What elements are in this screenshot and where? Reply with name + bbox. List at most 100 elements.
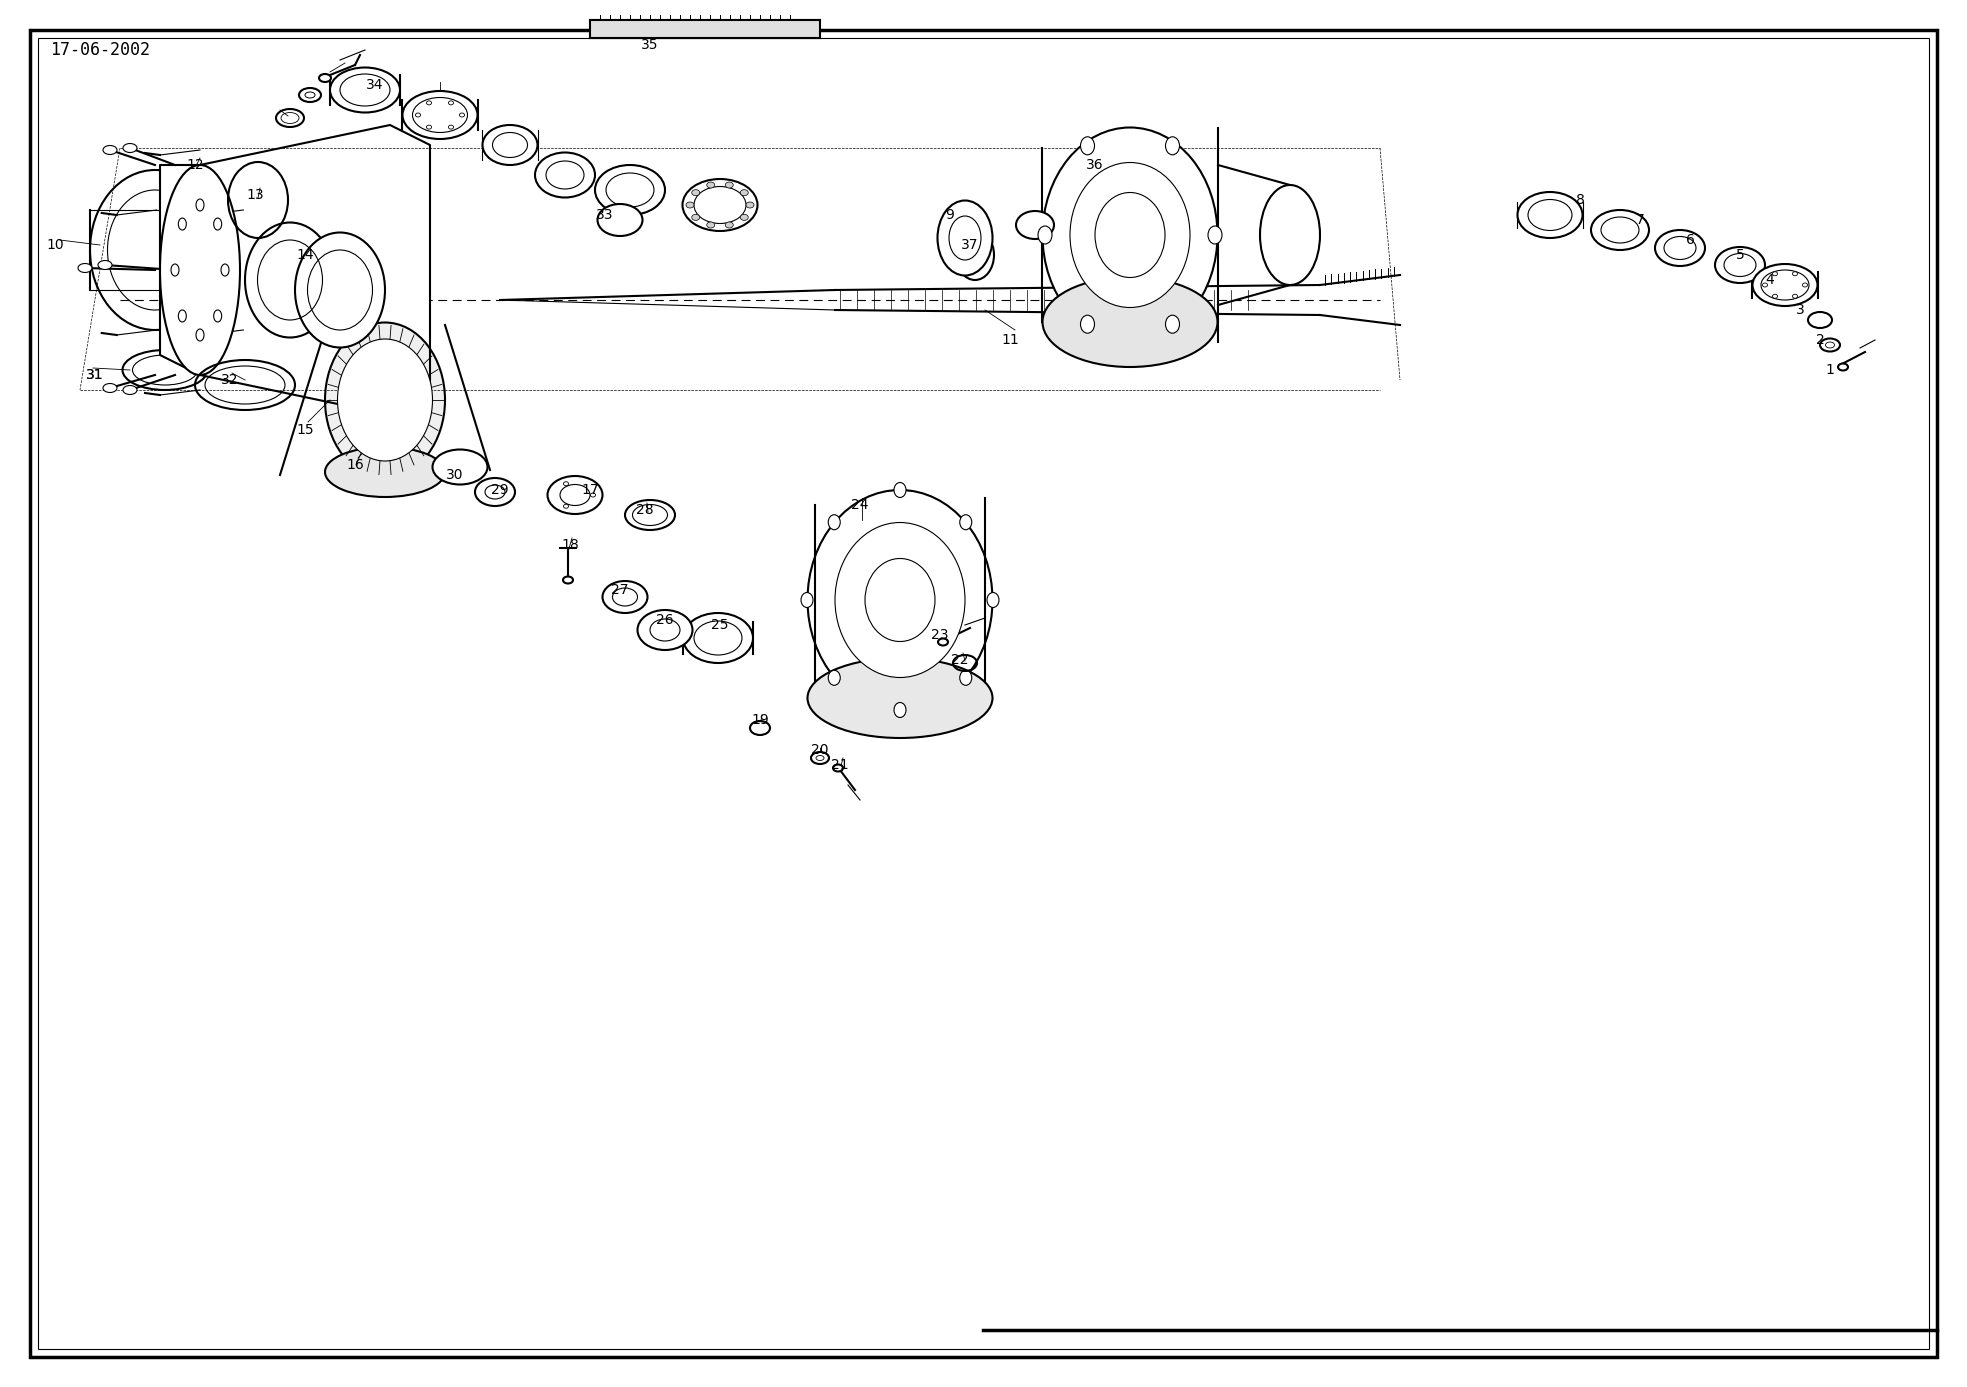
Polygon shape bbox=[159, 125, 431, 415]
Ellipse shape bbox=[79, 264, 92, 272]
Ellipse shape bbox=[1753, 264, 1818, 307]
Ellipse shape bbox=[749, 721, 769, 735]
Text: 31: 31 bbox=[87, 368, 104, 381]
Ellipse shape bbox=[692, 190, 700, 196]
Ellipse shape bbox=[1772, 294, 1778, 298]
Ellipse shape bbox=[159, 165, 240, 374]
Ellipse shape bbox=[124, 386, 138, 394]
Ellipse shape bbox=[1166, 315, 1180, 333]
Text: 14: 14 bbox=[297, 248, 315, 262]
Text: 32: 32 bbox=[220, 373, 238, 387]
Text: 11: 11 bbox=[1001, 333, 1019, 347]
Ellipse shape bbox=[98, 261, 112, 269]
Text: 20: 20 bbox=[810, 743, 828, 757]
Text: 23: 23 bbox=[930, 628, 948, 642]
Ellipse shape bbox=[330, 68, 399, 112]
Ellipse shape bbox=[299, 87, 321, 103]
Ellipse shape bbox=[893, 702, 907, 717]
Ellipse shape bbox=[726, 222, 734, 227]
Ellipse shape bbox=[1043, 128, 1218, 343]
Text: 34: 34 bbox=[366, 78, 384, 92]
Ellipse shape bbox=[956, 230, 993, 280]
Ellipse shape bbox=[448, 101, 454, 105]
Ellipse shape bbox=[1208, 226, 1222, 244]
Ellipse shape bbox=[563, 481, 568, 485]
Text: 24: 24 bbox=[852, 498, 869, 512]
Text: 9: 9 bbox=[946, 208, 954, 222]
Text: 25: 25 bbox=[712, 619, 728, 632]
Text: 35: 35 bbox=[641, 37, 659, 51]
Ellipse shape bbox=[1517, 191, 1583, 239]
Ellipse shape bbox=[124, 143, 138, 153]
Ellipse shape bbox=[590, 492, 596, 497]
Ellipse shape bbox=[828, 515, 840, 530]
Ellipse shape bbox=[561, 484, 590, 505]
Ellipse shape bbox=[836, 523, 966, 677]
Text: 37: 37 bbox=[962, 239, 980, 252]
Ellipse shape bbox=[197, 329, 205, 341]
Text: 18: 18 bbox=[561, 538, 578, 552]
Text: 26: 26 bbox=[657, 613, 675, 627]
Ellipse shape bbox=[1080, 315, 1094, 333]
Ellipse shape bbox=[1017, 211, 1054, 239]
Ellipse shape bbox=[433, 449, 488, 484]
Text: 1: 1 bbox=[1825, 363, 1835, 377]
Ellipse shape bbox=[214, 218, 222, 230]
Ellipse shape bbox=[1591, 209, 1648, 250]
Ellipse shape bbox=[427, 125, 431, 129]
Text: 19: 19 bbox=[751, 713, 769, 727]
Ellipse shape bbox=[1080, 137, 1094, 155]
Ellipse shape bbox=[1792, 272, 1798, 276]
Ellipse shape bbox=[474, 479, 515, 506]
Ellipse shape bbox=[547, 476, 602, 515]
Ellipse shape bbox=[683, 179, 757, 232]
Ellipse shape bbox=[808, 657, 993, 738]
Ellipse shape bbox=[1070, 162, 1190, 308]
Ellipse shape bbox=[816, 756, 824, 760]
Text: 16: 16 bbox=[346, 458, 364, 472]
Text: 13: 13 bbox=[246, 189, 264, 203]
Ellipse shape bbox=[594, 165, 665, 215]
Text: 17: 17 bbox=[580, 483, 598, 497]
Ellipse shape bbox=[403, 92, 478, 139]
Ellipse shape bbox=[482, 125, 537, 165]
Ellipse shape bbox=[460, 112, 464, 117]
Ellipse shape bbox=[706, 222, 714, 227]
Ellipse shape bbox=[987, 592, 999, 608]
Text: 10: 10 bbox=[45, 239, 63, 252]
Ellipse shape bbox=[1039, 226, 1052, 244]
Ellipse shape bbox=[602, 581, 647, 613]
Ellipse shape bbox=[1819, 338, 1839, 351]
Text: 2: 2 bbox=[1816, 333, 1823, 347]
Text: 17-06-2002: 17-06-2002 bbox=[49, 42, 149, 60]
Bar bbox=[590, 19, 820, 37]
Ellipse shape bbox=[1825, 343, 1835, 348]
Ellipse shape bbox=[246, 222, 334, 337]
Ellipse shape bbox=[706, 182, 714, 189]
Ellipse shape bbox=[415, 112, 421, 117]
Ellipse shape bbox=[740, 190, 747, 196]
Text: 22: 22 bbox=[952, 653, 970, 667]
Ellipse shape bbox=[828, 670, 840, 685]
Text: 29: 29 bbox=[492, 483, 509, 497]
Ellipse shape bbox=[102, 383, 116, 393]
Ellipse shape bbox=[1802, 283, 1808, 287]
Ellipse shape bbox=[893, 483, 907, 498]
Ellipse shape bbox=[810, 752, 828, 764]
Ellipse shape bbox=[598, 204, 643, 236]
Ellipse shape bbox=[448, 125, 454, 129]
Ellipse shape bbox=[740, 215, 747, 221]
Ellipse shape bbox=[683, 613, 753, 663]
Text: 6: 6 bbox=[1686, 233, 1694, 247]
Text: 31: 31 bbox=[87, 368, 104, 381]
Ellipse shape bbox=[612, 588, 637, 606]
Ellipse shape bbox=[1762, 283, 1768, 287]
Ellipse shape bbox=[171, 264, 179, 276]
Ellipse shape bbox=[692, 215, 700, 221]
Ellipse shape bbox=[486, 485, 506, 499]
Ellipse shape bbox=[832, 764, 844, 771]
Ellipse shape bbox=[1715, 247, 1764, 283]
Ellipse shape bbox=[535, 153, 594, 197]
Text: 27: 27 bbox=[612, 583, 629, 596]
Ellipse shape bbox=[1654, 230, 1705, 266]
